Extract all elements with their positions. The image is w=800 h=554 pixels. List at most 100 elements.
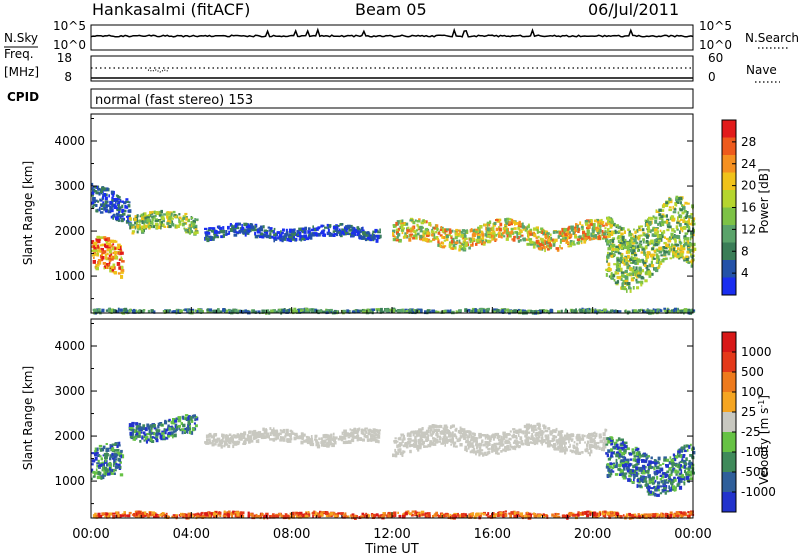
heatmap-cell (521, 442, 525, 446)
heatmap-cell (298, 227, 301, 231)
heatmap-cell (453, 246, 457, 250)
heatmap-cell (455, 310, 458, 314)
heatmap-cell (688, 445, 691, 449)
heatmap-cell (339, 223, 342, 226)
heatmap-cell (519, 436, 523, 441)
heatmap-cell (673, 238, 677, 241)
heatmap-cell (478, 432, 482, 436)
heatmap-cell (95, 185, 99, 189)
heatmap-cell (471, 237, 475, 241)
heatmap-cell (687, 248, 690, 251)
heatmap-cell (375, 308, 379, 311)
heatmap-cell (665, 481, 670, 484)
heatmap-cell (170, 431, 174, 435)
heatmap-cell (618, 456, 621, 460)
heatmap-cell (667, 239, 672, 243)
heatmap-cell (272, 230, 275, 234)
heatmap-cell (689, 260, 693, 264)
heatmap-cell (571, 434, 575, 438)
heatmap-cell (685, 258, 689, 262)
heatmap-cell (450, 242, 454, 246)
heatmap-cell (557, 448, 560, 451)
heatmap-cell (281, 436, 285, 440)
heatmap-cell (596, 235, 599, 240)
freq-right-tick-bottom: 0 (708, 70, 716, 84)
heatmap-cell (553, 444, 557, 447)
heatmap-cell (178, 220, 181, 223)
heatmap-cell (570, 438, 574, 441)
heatmap-cell (380, 307, 383, 311)
heatmap-cell (596, 228, 599, 232)
heatmap-cell (544, 429, 549, 433)
heatmap-cell (626, 289, 628, 293)
heatmap-cell (176, 224, 180, 228)
heatmap-cell (450, 443, 452, 446)
heatmap-cell (645, 219, 648, 224)
heatmap-cell (544, 248, 546, 253)
heatmap-cell (540, 230, 544, 234)
heatmap-cell (132, 437, 135, 441)
heatmap-cell (352, 429, 354, 432)
heatmap-cell (393, 440, 398, 444)
heatmap-cell (136, 222, 138, 225)
heatmap-cell (672, 254, 675, 259)
heatmap-cell (405, 445, 409, 449)
heatmap-cell (206, 438, 210, 442)
heatmap-cell (509, 443, 512, 448)
heatmap-cell (513, 235, 516, 239)
heatmap-cell (350, 431, 354, 435)
heatmap-cell (213, 433, 218, 436)
heatmap-cell (682, 256, 685, 260)
heatmap-cell (117, 307, 120, 312)
heatmap-cell (270, 430, 274, 435)
heatmap-cell (689, 443, 692, 447)
heatmap-cell (348, 440, 352, 444)
heatmap-cell (686, 478, 690, 482)
heatmap-cell (332, 226, 336, 230)
heatmap-cell (510, 445, 513, 449)
heatmap-cell (115, 310, 120, 313)
heatmap-cell (446, 429, 451, 433)
heatmap-cell (658, 213, 662, 217)
heatmap-cell (222, 229, 225, 234)
heatmap-cell (123, 201, 127, 205)
heatmap-cell (95, 468, 98, 472)
heatmap-cell (475, 440, 478, 444)
heatmap-cell (541, 240, 545, 244)
heatmap-cell (300, 235, 305, 239)
heatmap-cell (276, 430, 279, 435)
heatmap-cell (194, 309, 197, 312)
heatmap-cell (410, 310, 413, 314)
heatmap-cell (446, 441, 449, 444)
heatmap-cell (654, 309, 657, 313)
heatmap-cell (317, 441, 320, 444)
heatmap-cell (539, 430, 542, 434)
heatmap-cell (394, 448, 397, 453)
heatmap-cell (690, 235, 693, 238)
heatmap-cell (229, 437, 232, 441)
heatmap-cell (171, 217, 174, 220)
heatmap-cell (418, 310, 421, 314)
heatmap-cell (269, 432, 272, 436)
heatmap-cell (471, 242, 474, 246)
heatmap-cell (630, 237, 634, 241)
heatmap-cell (247, 439, 251, 442)
heatmap-cell (214, 230, 218, 234)
heatmap-cell (138, 423, 141, 426)
heatmap-cell (614, 248, 618, 251)
heatmap-cell (106, 463, 109, 467)
heatmap-cell (638, 249, 640, 252)
heatmap-cell (577, 240, 580, 244)
heatmap-cell (659, 262, 663, 265)
heatmap-cell (675, 250, 678, 253)
heatmap-cell (631, 451, 636, 454)
heatmap-cell (136, 434, 139, 438)
heatmap-cell (193, 422, 196, 425)
heatmap-cell (629, 239, 632, 244)
heatmap-cell (109, 446, 113, 449)
heatmap-cell (629, 478, 632, 483)
heatmap-cell (616, 272, 620, 275)
heatmap-cell (512, 220, 516, 224)
heatmap-cell (431, 424, 435, 428)
heatmap-cell (504, 227, 508, 230)
